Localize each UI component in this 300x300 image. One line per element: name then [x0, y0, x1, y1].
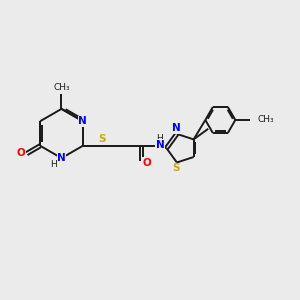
Text: N: N	[57, 152, 66, 163]
Text: CH₃: CH₃	[257, 116, 274, 124]
Text: H: H	[50, 160, 57, 169]
Text: O: O	[17, 148, 26, 158]
Text: S: S	[172, 163, 180, 173]
Text: CH₃: CH₃	[53, 83, 70, 92]
Text: H: H	[156, 134, 163, 143]
Text: N: N	[155, 140, 164, 150]
Text: O: O	[142, 158, 151, 168]
Text: N: N	[78, 116, 87, 126]
Text: S: S	[99, 134, 106, 144]
Text: N: N	[172, 123, 180, 133]
